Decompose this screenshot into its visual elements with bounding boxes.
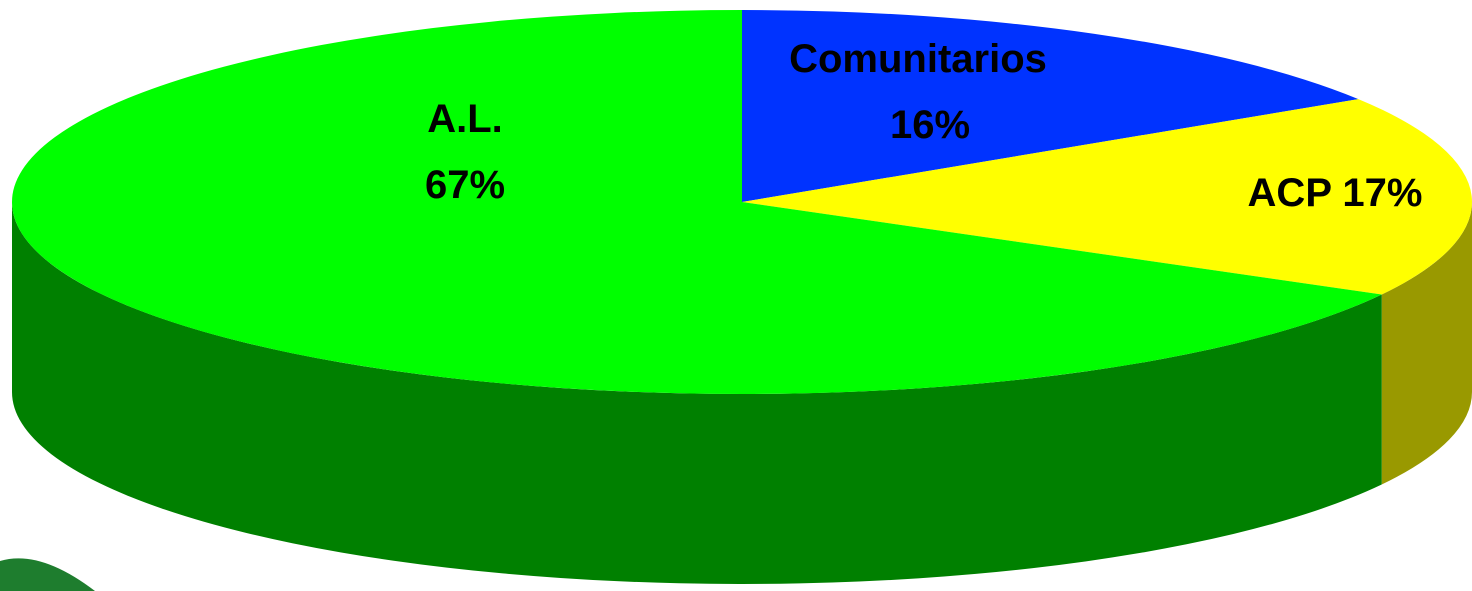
pie-labels: A.L. 67% Comunitarios 16% ACP 17% bbox=[425, 37, 1422, 215]
slice-label-comunitarios-2: 16% bbox=[890, 103, 970, 147]
slice-label-a-l--2: 67% bbox=[425, 163, 505, 207]
slice-label-a-l--1: A.L. bbox=[427, 97, 503, 141]
pie-slice-a-l- bbox=[12, 10, 1382, 394]
slice-label-acp-1: ACP 17% bbox=[1248, 171, 1423, 215]
pie-side-a-l- bbox=[12, 202, 1382, 584]
slice-label-comunitarios-1: Comunitarios bbox=[789, 37, 1047, 81]
pie-tops bbox=[12, 10, 1472, 394]
pie-sides bbox=[12, 202, 1472, 584]
pie-slice-comunitarios bbox=[742, 10, 1359, 202]
decorative-swoosh bbox=[0, 521, 120, 591]
pie-side-acp bbox=[1381, 202, 1472, 485]
pie-slice-acp bbox=[742, 99, 1472, 295]
